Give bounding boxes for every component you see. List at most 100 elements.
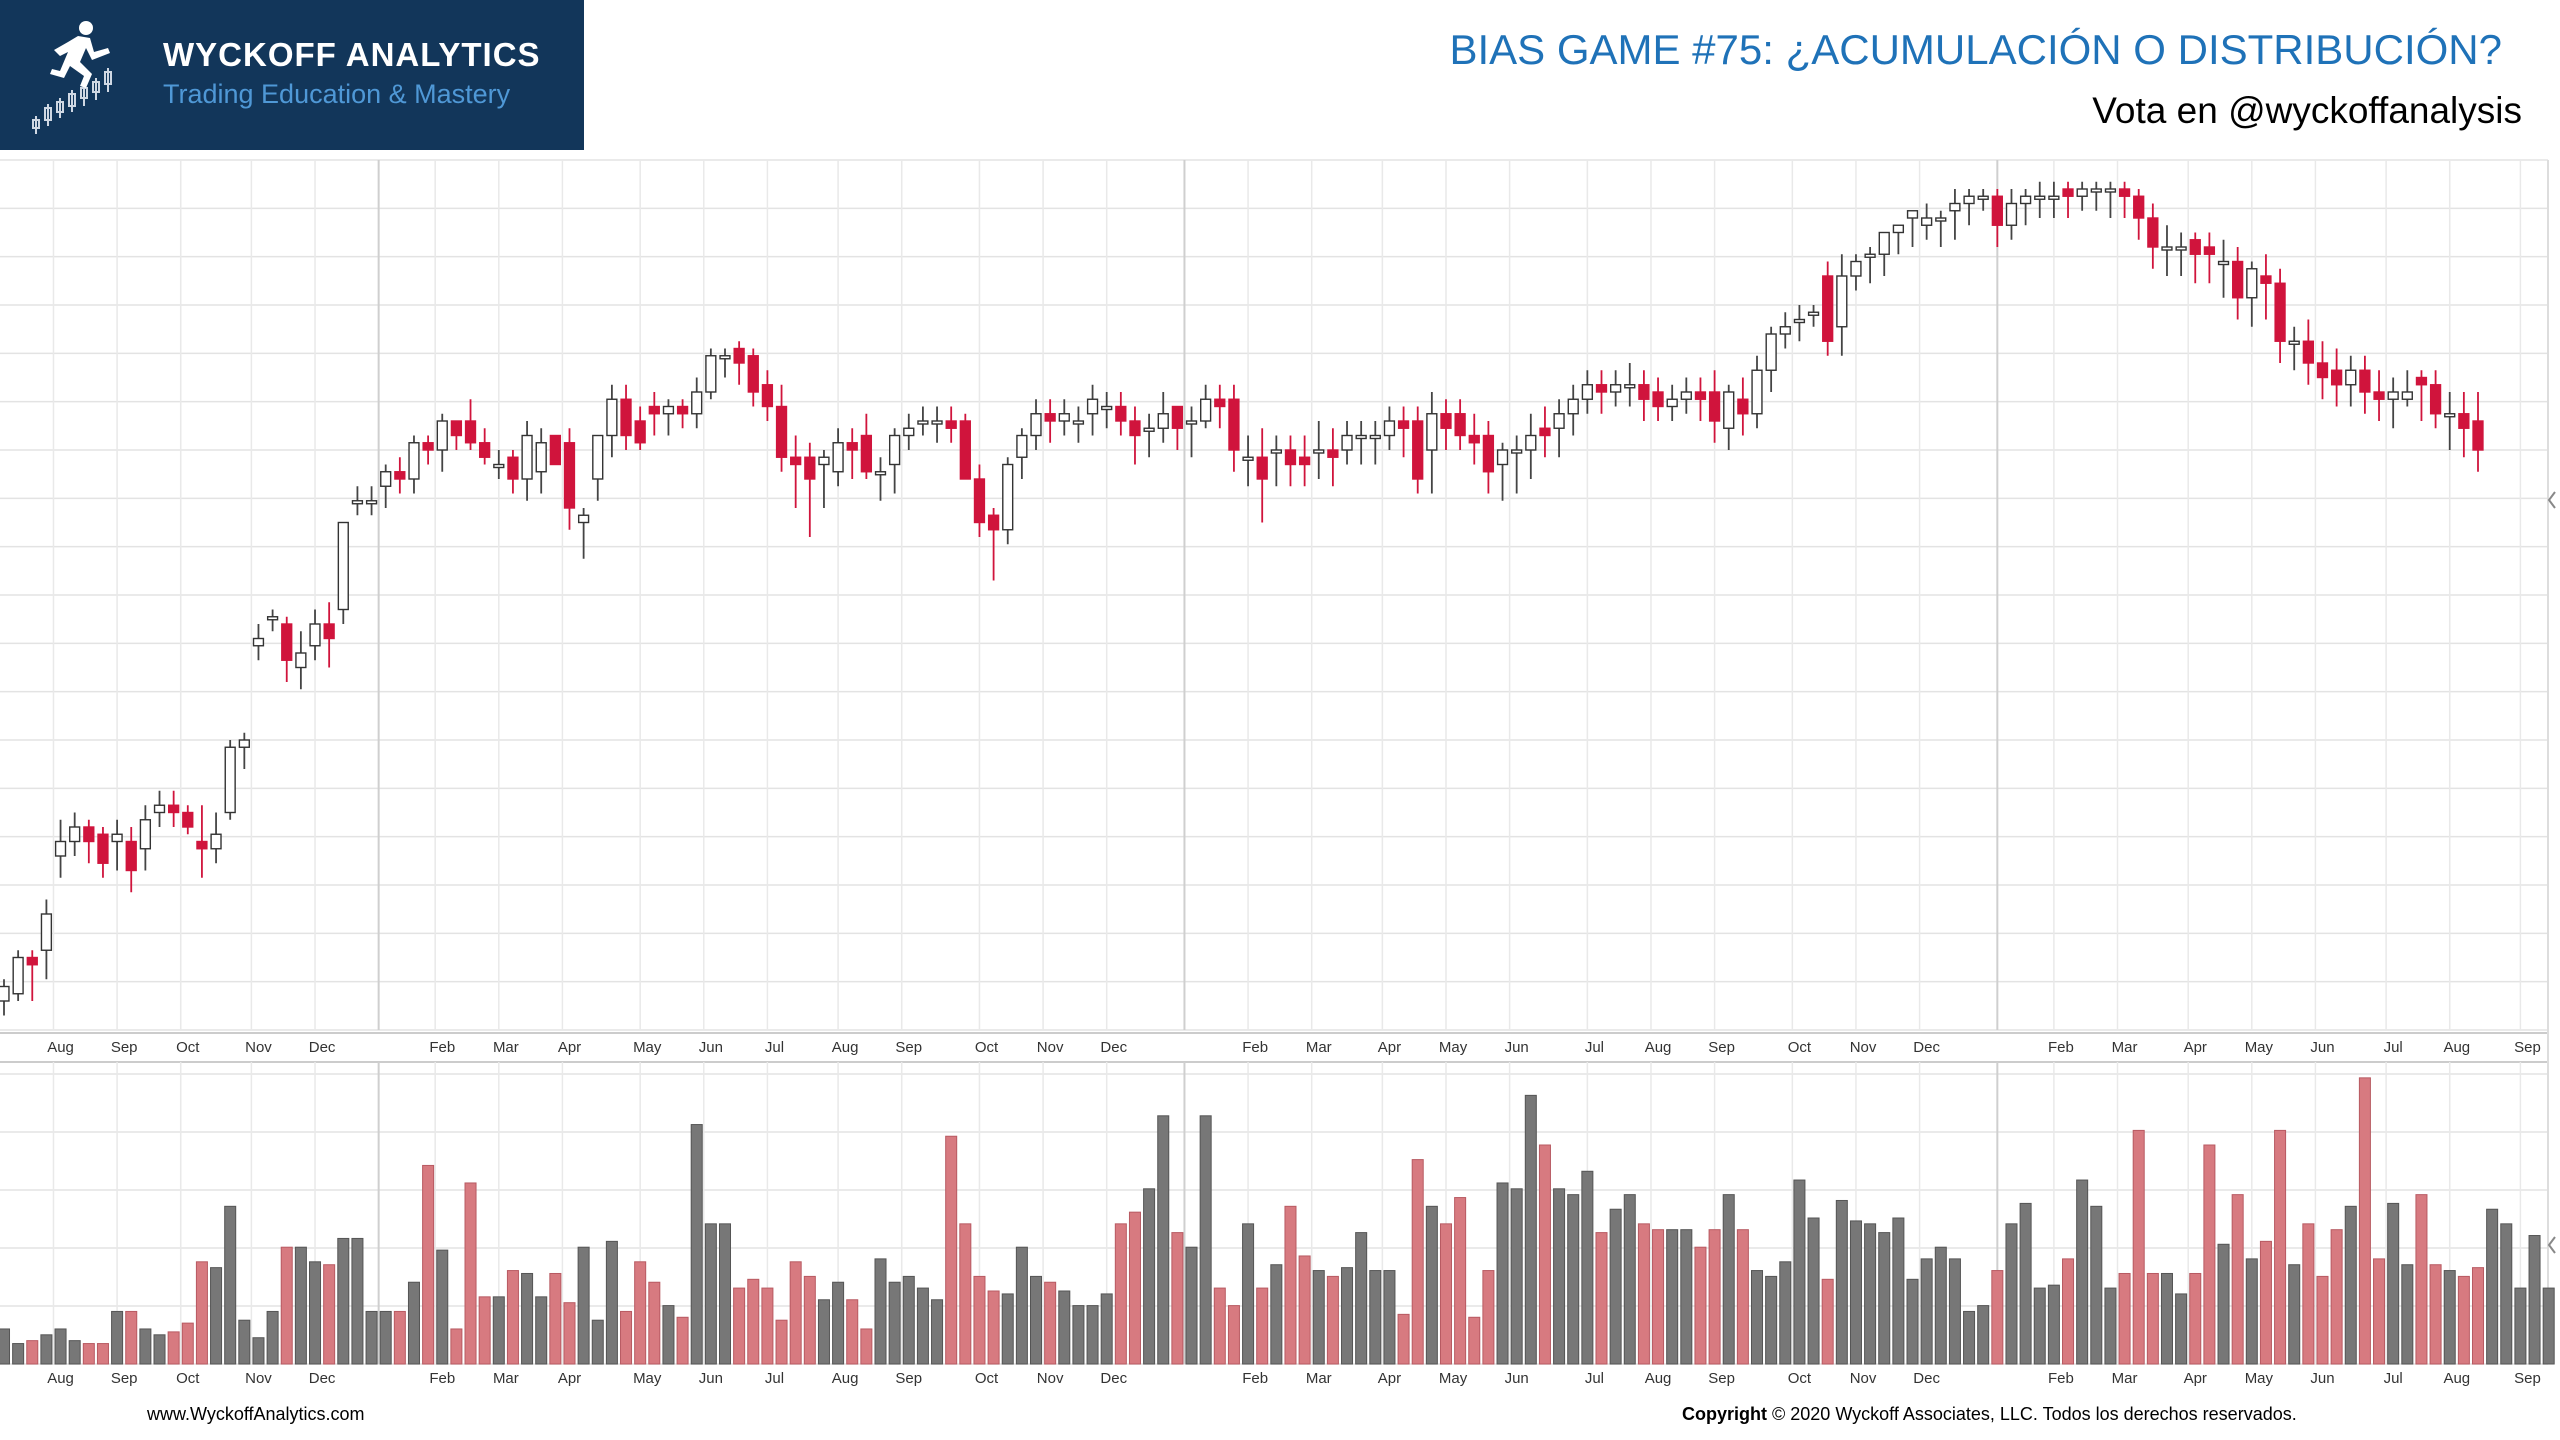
volume-bar (605, 1240, 618, 1365)
volume-bar (2189, 1272, 2202, 1365)
volume-bar (2528, 1235, 2541, 1365)
volume-bar (379, 1310, 392, 1365)
volume-bar (139, 1328, 152, 1365)
candle-body (1058, 413, 1070, 422)
candle-body (832, 442, 844, 473)
candle-body (1624, 384, 1636, 389)
candle-body (1171, 405, 1184, 429)
volume-x-tick-label: Nov (1850, 1370, 1877, 1387)
candle-body (351, 500, 364, 505)
panel-scroll-handles[interactable] (2547, 491, 2556, 1254)
price-x-tick-label: Oct (176, 1039, 200, 1056)
volume-bar (1326, 1275, 1339, 1365)
candle-body (2048, 195, 2060, 200)
price-x-tick-label: Apr (1378, 1039, 1401, 1056)
candle-body (903, 427, 915, 437)
volume-bar (1199, 1115, 1212, 1365)
candle-body (97, 833, 109, 864)
chart-grid (0, 159, 2549, 1365)
volume-bar (2104, 1287, 2117, 1365)
volume-x-tick-label: Aug (1645, 1370, 1672, 1387)
volume-x-tick-label: Feb (429, 1370, 455, 1387)
candle-body (2472, 420, 2484, 451)
volume-bar (1623, 1194, 1636, 1365)
volume-x-tick-label: Dec (1913, 1370, 1940, 1387)
volume-bar (2316, 1275, 2329, 1365)
volume-bar (1397, 1313, 1410, 1365)
volume-x-tick-label: Oct (975, 1370, 999, 1387)
volume-bar (704, 1223, 717, 1365)
volume-bar (2005, 1223, 2018, 1365)
candle-body (1327, 449, 1339, 458)
candle-body (1482, 434, 1495, 473)
volume-x-tick-label: Aug (2443, 1370, 2470, 1387)
chevron-left-icon[interactable] (2547, 491, 2556, 509)
candle-body (1383, 420, 1396, 437)
volume-bar (1143, 1188, 1156, 1365)
candle-body (1129, 420, 1141, 437)
volume-bar (450, 1328, 463, 1365)
volume-bar (1920, 1258, 1933, 1365)
volume-x-tick-label: Jun (2310, 1370, 2334, 1387)
volume-bar (1892, 1217, 1905, 1365)
volume-bar (2387, 1202, 2400, 1365)
volume-bar (2217, 1243, 2230, 1365)
volume-x-tick-label: Dec (309, 1370, 336, 1387)
candle-body (238, 739, 250, 748)
volume-bar (1553, 1188, 1566, 1365)
volume-bar (1736, 1229, 1749, 1365)
candle-body (1454, 413, 1466, 437)
candle-body (733, 347, 745, 364)
price-x-tick-label: Apr (2184, 1039, 2207, 1056)
candle-body (860, 434, 873, 473)
volume-bar (1284, 1205, 1297, 1365)
candle-body (1793, 318, 1806, 324)
candle-body (1030, 413, 1042, 437)
candle-body (2429, 384, 2442, 415)
candle-body (111, 833, 123, 843)
brand-name: WYCKOFF ANALYTICS (163, 36, 541, 73)
volume-x-tick-label: Jun (1505, 1370, 1529, 1387)
candle-body (1440, 413, 1452, 429)
volume-bar (1341, 1267, 1354, 1365)
volume-bar (1383, 1270, 1396, 1365)
volume-bar (351, 1237, 364, 1365)
candle-body (1016, 434, 1028, 458)
volume-bar (1185, 1246, 1198, 1365)
candle-body (1892, 224, 1905, 234)
candle-body (2387, 391, 2399, 400)
candle-body (662, 405, 675, 415)
chevron-left-icon[interactable] (2547, 1236, 2556, 1254)
volume-bar (2033, 1287, 2046, 1365)
volume-bar (1015, 1246, 1028, 1365)
candle-body (846, 442, 858, 451)
volume-bar (577, 1246, 590, 1365)
candle-body (1355, 434, 1367, 440)
candle-body (1369, 434, 1381, 440)
candle-body (224, 746, 236, 814)
candle-body (12, 956, 24, 995)
page-title: BIAS GAME #75: ¿ACUMULACIÓN O DISTRIBUCI… (1449, 26, 2502, 73)
volume-bar (252, 1337, 265, 1365)
price-x-tick-label: Mar (2112, 1039, 2138, 1056)
volume-bar (1157, 1115, 1170, 1365)
volume-bar (1963, 1310, 1976, 1365)
volume-bar (1044, 1281, 1057, 1365)
volume-bar (2118, 1272, 2131, 1365)
volume-bar (1708, 1229, 1721, 1365)
volume-x-tick-label: Mar (493, 1370, 519, 1387)
volume-bar (1171, 1232, 1184, 1365)
candle-body (2005, 202, 2018, 226)
footer-website[interactable]: www.WyckoffAnalytics.com (147, 1404, 365, 1424)
volume-bar (2373, 1258, 2386, 1365)
price-x-tick-label: Mar (493, 1039, 519, 1056)
volume-bar (1468, 1316, 1481, 1365)
volume-bar (1807, 1217, 1820, 1365)
candle-body (2373, 391, 2385, 400)
candle-body (691, 391, 703, 415)
candle-body (888, 434, 901, 466)
candle-body (323, 623, 335, 640)
volume-bar (620, 1310, 633, 1365)
volume-bar (2344, 1205, 2357, 1365)
volume-bar (2245, 1258, 2258, 1365)
